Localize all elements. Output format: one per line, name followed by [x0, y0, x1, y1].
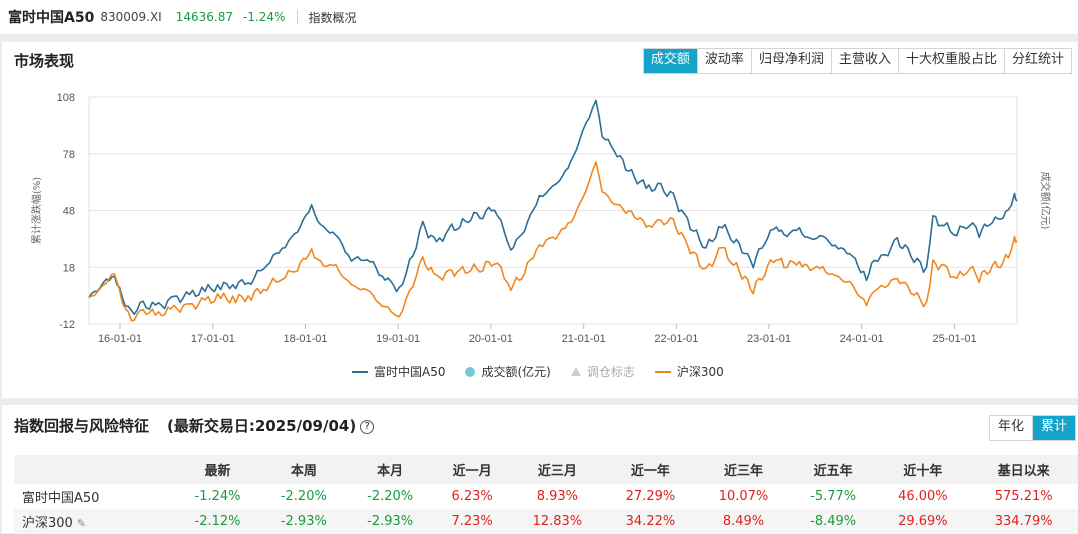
header-divider [297, 10, 299, 24]
table-row: 富时中国A50 -1.24% -2.20% -2.20% 6.23% 8.93% 27.29… [14, 484, 1078, 509]
market-tabs: 成交额 波动率 归母净利润 主营收入 十大权重股占比 分红统计 [642, 48, 1072, 74]
tab-top10-weight[interactable]: 十大权重股占比 [897, 49, 1004, 73]
col-header-name [14, 455, 175, 484]
row-index-name: 富时中国A50 [14, 484, 174, 509]
performance-line-chart: -12 18 48 78 108 16-01-01 17-01-01 18-01-01 19-0… [30, 92, 1052, 345]
col-header-5y: 近五年 [790, 455, 877, 484]
index-title: 富时中国A50 [8, 10, 95, 26]
return-value-cell: 7.23% [433, 509, 511, 534]
col-header-1m: 近一月 [433, 455, 511, 484]
y-tick-label: -12 [59, 319, 75, 331]
returns-title: 指数回报与风险特征 [14, 417, 150, 435]
table-row: 沪深300 ✎ -2.12% -2.93% -2.93% 7.23% 12.83% 34.22… [14, 509, 1078, 534]
col-header-month: 本月 [347, 455, 434, 484]
help-icon[interactable]: ? [360, 419, 375, 434]
col-header-latest: 最新 [174, 455, 261, 484]
x-tick-label: 20-01-01 [469, 333, 513, 345]
index-price: 14636.87 [175, 10, 233, 24]
col-header-3y: 近三年 [696, 455, 790, 484]
return-mode-tabs: 年化 累计 [988, 415, 1076, 441]
legend-item-rebalance[interactable]: 调仓标志 [570, 363, 635, 380]
tab-annualized[interactable]: 年化 [989, 416, 1032, 440]
tab-net-profit[interactable]: 归母净利润 [750, 49, 831, 73]
return-value-cell: 575.21% [994, 489, 1053, 504]
index-header: 富时中国A50 830009.XI 14636.87 -1.24% 指数概况 [0, 0, 1078, 34]
y-tick-label: 108 [57, 92, 75, 104]
y2-axis-title: 成交额(亿元) [1039, 172, 1052, 230]
col-header-3m: 近三月 [510, 455, 604, 484]
return-value-cell: -2.20% [280, 489, 327, 504]
x-tick-label: 24-01-01 [840, 333, 884, 345]
legend-item-csi300[interactable]: 沪深300 [654, 363, 724, 380]
returns-panel-title: 指数回报与风险特征 (最新交易日:2025/09/04)? [14, 415, 375, 436]
legend-item-turnover[interactable]: 成交额(亿元) [465, 363, 551, 380]
return-value-cell: -2.20% [367, 489, 414, 504]
return-value-cell: 8.93% [536, 489, 579, 504]
return-value-cell: 34.22% [603, 509, 697, 534]
return-value-cell: -2.93% [347, 509, 434, 534]
x-tick-label: 21-01-01 [562, 333, 606, 345]
col-header-week: 本周 [260, 455, 347, 484]
return-value-cell: 10.07% [718, 489, 769, 504]
chart-legend: 富时中国A50 成交额(亿元) 调仓标志 沪深300 [352, 363, 744, 380]
returns-risk-panel: 指数回报与风险特征 (最新交易日:2025/09/04)? 年化 累计 最新 本周… [2, 405, 1078, 534]
x-tick-label: 19-01-01 [376, 333, 420, 345]
index-code: 830009.XI [100, 10, 162, 24]
returns-header-row: 最新 本周 本月 近一月 近三月 近一年 近三年 近五年 近十年 基日以来 [14, 455, 1078, 484]
legend-swatch-turnover [465, 366, 476, 377]
y-axis-title: 累计涨跌幅(%) [30, 177, 43, 244]
legend-label-csi300: 沪深300 [676, 365, 724, 379]
legend-swatch-a50 [352, 370, 368, 373]
market-performance-panel: 市场表现 成交额 波动率 归母净利润 主营收入 十大权重股占比 分红统计 -12… [2, 42, 1078, 398]
legend-label-rebalance: 调仓标志 [586, 365, 635, 379]
legend-swatch-csi300 [654, 370, 671, 373]
legend-label-a50: 富时中国A50 [374, 365, 446, 379]
tab-main-revenue[interactable]: 主营收入 [830, 49, 898, 73]
tab-dividend-stats[interactable]: 分红统计 [1003, 49, 1071, 73]
tab-turnover[interactable]: 成交额 [643, 49, 697, 73]
return-value-cell: -5.77% [810, 489, 857, 504]
x-tick-label: 16-01-01 [98, 333, 142, 345]
y-tick-label: 48 [63, 206, 75, 218]
legend-item-a50[interactable]: 富时中国A50 [352, 363, 445, 380]
row-index-name: 沪深300 ✎ [14, 509, 175, 534]
legend-label-turnover: 成交额(亿元) [481, 365, 551, 379]
return-value-cell: 29.69% [876, 509, 970, 534]
x-tick-label: 23-01-01 [747, 333, 791, 345]
market-panel-title: 市场表现 [14, 52, 75, 70]
return-value-cell: 27.29% [625, 489, 676, 504]
col-header-since-base: 基日以来 [969, 455, 1078, 484]
pencil-icon[interactable]: ✎ [76, 517, 87, 530]
y-tick-label: 18 [63, 262, 75, 274]
col-header-10y: 近十年 [876, 455, 970, 484]
y-tick-label: 78 [63, 149, 75, 161]
return-value-cell: 46.00% [898, 489, 948, 504]
return-value-cell: 334.79% [969, 509, 1078, 534]
x-tick-label: 18-01-01 [283, 333, 327, 345]
series-line-a50 [88, 99, 1018, 316]
index-change: -1.24% [242, 10, 286, 24]
return-value-cell: 6.23% [451, 489, 493, 504]
index-overview-link[interactable]: 指数概况 [308, 10, 357, 25]
return-value-cell: -8.49% [790, 509, 877, 534]
return-value-cell: -2.93% [260, 509, 347, 534]
series-line-csi300 [88, 161, 1018, 322]
return-value-cell: 12.83% [510, 509, 604, 534]
x-tick-label: 17-01-01 [191, 333, 235, 345]
returns-table: 最新 本周 本月 近一月 近三月 近一年 近三年 近五年 近十年 基日以来 富时… [14, 455, 1078, 534]
triangle-icon [570, 367, 581, 376]
x-tick-label: 22-01-01 [654, 333, 698, 345]
return-value-cell: -2.12% [174, 509, 261, 534]
x-tick-label: 25-01-01 [933, 333, 977, 345]
latest-trading-date: (最新交易日:2025/09/04) [167, 417, 357, 435]
row-name-label: 富时中国A50 [22, 491, 100, 506]
col-header-1y: 近一年 [603, 455, 697, 484]
return-value-cell: 8.49% [696, 509, 790, 534]
return-value-cell: -1.24% [194, 489, 241, 504]
tab-volatility[interactable]: 波动率 [696, 49, 751, 73]
tab-cumulative[interactable]: 累计 [1031, 416, 1075, 440]
row-name-label: 沪深300 [22, 516, 73, 531]
